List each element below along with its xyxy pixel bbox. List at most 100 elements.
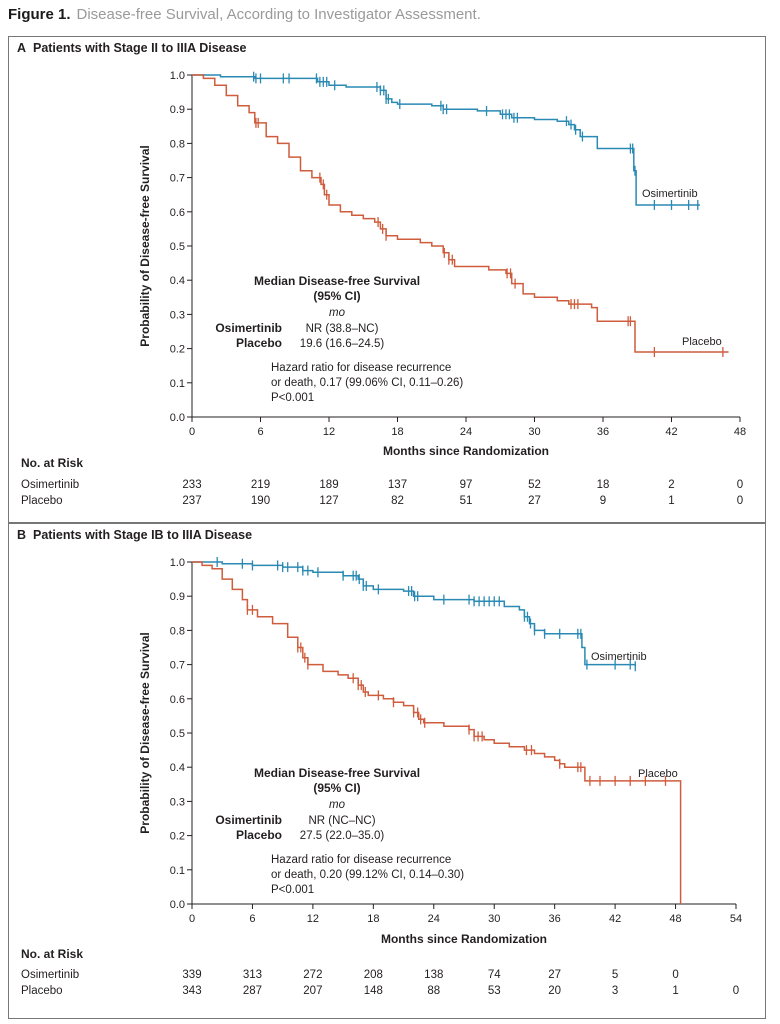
panel-a-title-text: Patients with Stage II to IIIA Disease (32, 41, 247, 55)
y-tick-label-a: 0.8 (170, 138, 185, 150)
median-row-label-b: Placebo (236, 828, 282, 842)
median-row-label-a: Osimertinib (215, 321, 282, 335)
risk-count-a: 51 (460, 495, 473, 507)
series-line-osimertinib-a (192, 74, 700, 206)
hazard-line1-a: Hazard ratio for disease recurrence (271, 362, 451, 374)
risk-row-label-a: Osimertinib (21, 479, 79, 491)
x-tick-label-a: 6 (257, 426, 263, 438)
x-tick-label-b: 42 (609, 913, 621, 925)
risk-row-label-b: Osimertinib (21, 969, 79, 981)
series-line-placebo-b (192, 561, 682, 904)
risk-count-b: 207 (303, 985, 322, 997)
risk-count-a: 137 (388, 479, 407, 491)
x-tick-label-b: 54 (730, 913, 742, 925)
y-tick-label-a: 0.3 (170, 309, 185, 321)
risk-count-a: 0 (737, 495, 743, 507)
risk-count-a: 82 (391, 495, 404, 507)
risk-count-a: 0 (737, 479, 743, 491)
x-tick-label-b: 24 (428, 913, 440, 925)
chart-b: 0.0 0.1 0.2 0.3 0.4 0.5 0.6 0.7 0.8 0.9 1.0 0 6 12 18 2… (21, 557, 742, 997)
x-tick-label-a: 18 (391, 426, 403, 438)
hazard-line1-b: Hazard ratio for disease recurrence (271, 854, 451, 866)
y-tick-label-b: 1.0 (170, 557, 185, 569)
x-axis-title-b: Months since Randomization (381, 932, 547, 946)
risk-count-b: 3 (612, 985, 618, 997)
median-row-label-b: Osimertinib (215, 813, 282, 827)
median-unit-b: mo (329, 799, 346, 811)
median-unit-a: mo (329, 307, 346, 319)
risk-count-b: 27 (548, 969, 561, 981)
y-tick-label-a: 0.1 (170, 378, 185, 390)
risk-count-a: 127 (319, 495, 338, 507)
median-row-value-b: NR (NC–NC) (308, 815, 375, 827)
panel-a-title: A Patients with Stage II to IIIA Disease (17, 41, 246, 55)
risk-count-b: 343 (182, 985, 201, 997)
risk-count-b: 208 (364, 969, 383, 981)
risk-count-a: 1 (668, 495, 674, 507)
x-tick-label-a: 48 (734, 426, 746, 438)
y-tick-label-b: 0.2 (170, 831, 185, 843)
y-axis-title-a: Probability of Disease-free Survival (138, 145, 152, 346)
risk-count-a: 97 (460, 479, 473, 491)
risk-count-a: 18 (597, 479, 610, 491)
y-tick-label-b: 0.4 (170, 762, 185, 774)
x-tick-label-b: 0 (189, 913, 195, 925)
y-tick-label-a: 1.0 (170, 70, 185, 82)
panel-b-title: B Patients with Stage IB to IIIA Disease (17, 528, 252, 542)
y-tick-label-b: 0.1 (170, 865, 185, 877)
risk-count-b: 88 (427, 985, 440, 997)
risk-count-b: 0 (672, 969, 678, 981)
series-end-label-osimertinib-a: Osimertinib (642, 188, 698, 200)
risk-count-a: 9 (600, 495, 606, 507)
risk-count-a: 2 (668, 479, 674, 491)
y-tick-label-b: 0.6 (170, 694, 185, 706)
y-tick-label-a: 0.6 (170, 207, 185, 219)
panel-a: A Patients with Stage II to IIIA Disease… (8, 36, 766, 523)
median-row-label-a: Placebo (236, 336, 282, 350)
y-tick-label-a: 0.4 (170, 275, 185, 287)
x-tick-label-b: 48 (669, 913, 681, 925)
y-tick-label-a: 0.0 (170, 412, 185, 424)
x-tick-label-a: 30 (528, 426, 540, 438)
p-value-b: P<0.001 (271, 884, 314, 896)
figure-label: Figure 1. (8, 6, 71, 23)
x-tick-label-b: 12 (307, 913, 319, 925)
y-axis-title-b: Probability of Disease-free Survival (138, 632, 152, 833)
y-tick-label-b: 0.0 (170, 899, 185, 911)
median-row-value-b: 27.5 (22.0–35.0) (300, 830, 385, 842)
risk-count-b: 148 (364, 985, 383, 997)
p-value-a: P<0.001 (271, 392, 314, 404)
risk-count-a: 189 (319, 479, 338, 491)
risk-count-b: 272 (303, 969, 322, 981)
series-end-label-osimertinib-b: Osimertinib (591, 651, 647, 663)
y-tick-label-b: 0.7 (170, 660, 185, 672)
median-heading-ci-a: (95% CI) (313, 289, 360, 303)
series-end-label-placebo-a: Placebo (682, 336, 722, 348)
y-tick-label-b: 0.8 (170, 625, 185, 637)
y-tick-label-a: 0.9 (170, 104, 185, 116)
risk-count-a: 237 (182, 495, 201, 507)
risk-count-a: 190 (251, 495, 270, 507)
median-heading-ci-b: (95% CI) (313, 781, 360, 795)
median-row-value-a: NR (38.8–NC) (306, 323, 379, 335)
risk-count-b: 313 (243, 969, 262, 981)
y-tick-label-a: 0.2 (170, 344, 185, 356)
risk-table-heading-b: No. at Risk (21, 947, 83, 961)
x-tick-label-a: 0 (189, 426, 195, 438)
series-end-label-placebo-b: Placebo (638, 768, 678, 780)
x-tick-label-b: 30 (488, 913, 500, 925)
x-tick-label-a: 36 (597, 426, 609, 438)
y-tick-label-a: 0.5 (170, 241, 185, 253)
median-row-value-a: 19.6 (16.6–24.5) (300, 338, 385, 350)
median-heading-b: Median Disease-free Survival (254, 766, 420, 780)
risk-table-heading-a: No. at Risk (21, 456, 83, 470)
x-tick-label-b: 18 (367, 913, 379, 925)
risk-count-a: 52 (528, 479, 541, 491)
risk-row-label-b: Placebo (21, 985, 63, 997)
x-tick-label-a: 12 (323, 426, 335, 438)
risk-count-a: 27 (528, 495, 541, 507)
risk-count-b: 5 (612, 969, 618, 981)
series-line-placebo-a (192, 74, 729, 353)
figure-title: Figure 1. Disease-free Survival, Accordin… (8, 6, 481, 23)
risk-count-a: 233 (182, 479, 201, 491)
